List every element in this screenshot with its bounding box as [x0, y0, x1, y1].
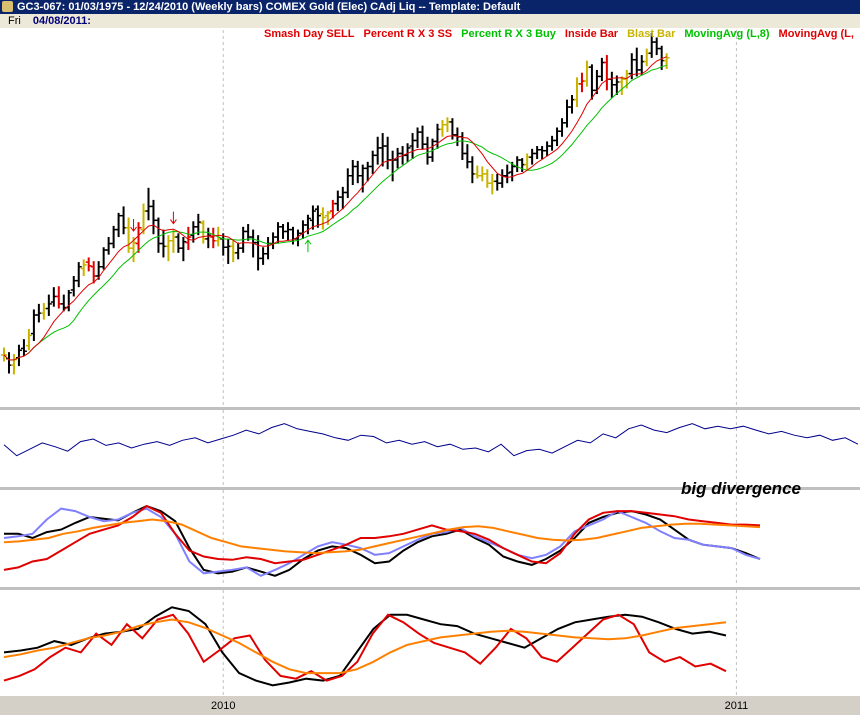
- x-axis-bar: [0, 696, 860, 715]
- big-divergence-annotation: big divergence: [681, 479, 801, 498]
- legend-item-0: Smash Day SELL: [264, 28, 355, 40]
- legend-item-1: Percent R X 3 SS: [363, 28, 452, 40]
- oscillator-2-series-2: [3, 504, 761, 571]
- oscillator-3-series-1: [3, 613, 727, 682]
- oscillator-1-series-0: [3, 423, 859, 457]
- panel-separator-0: [0, 407, 860, 410]
- day-label: Fri: [8, 15, 21, 27]
- oscillator-2-series-3: [3, 518, 761, 555]
- window-title: GC3-067: 01/03/1975 - 12/24/2010 (Weekly…: [17, 1, 521, 13]
- chart-canvas[interactable]: 2010 2011 Smash Day SELL Percent R X 3 SS Pe…: [0, 28, 860, 715]
- oscillator-2-series-0: [4, 505, 761, 577]
- moving-average-slow-line: [3, 64, 667, 361]
- date-label: 04/08/2011:: [32, 15, 91, 27]
- oscillator-2-series-1: [3, 507, 761, 577]
- oscillator-3-series-2: [3, 618, 727, 675]
- sell-signal-arrow-1: [170, 211, 177, 225]
- legend-item-6: MovingAvg (L,: [779, 28, 854, 40]
- buy-signal-arrow-2: [304, 239, 312, 253]
- app-logo-icon: [2, 1, 13, 12]
- sell-signal-arrow-0: [130, 219, 137, 232]
- panel-separator-2: [0, 587, 860, 590]
- window-title-bar: GC3-067: 01/03/1975 - 12/24/2010 (Weekly…: [0, 0, 860, 14]
- legend-item-3: Inside Bar: [565, 28, 619, 40]
- legend-item-2: Percent R X 3 Buy: [461, 28, 557, 40]
- moving-average-fast-line: [3, 56, 667, 361]
- x-tick-label-1: 2011: [725, 700, 749, 712]
- panel-separator-1: [0, 487, 860, 490]
- legend-item-4: Blast Bar: [627, 28, 676, 40]
- info-bar: Fri 04/08/2011:: [0, 14, 860, 28]
- x-tick-label-0: 2010: [211, 700, 235, 712]
- legend-item-5: MovingAvg (L,8): [684, 28, 769, 40]
